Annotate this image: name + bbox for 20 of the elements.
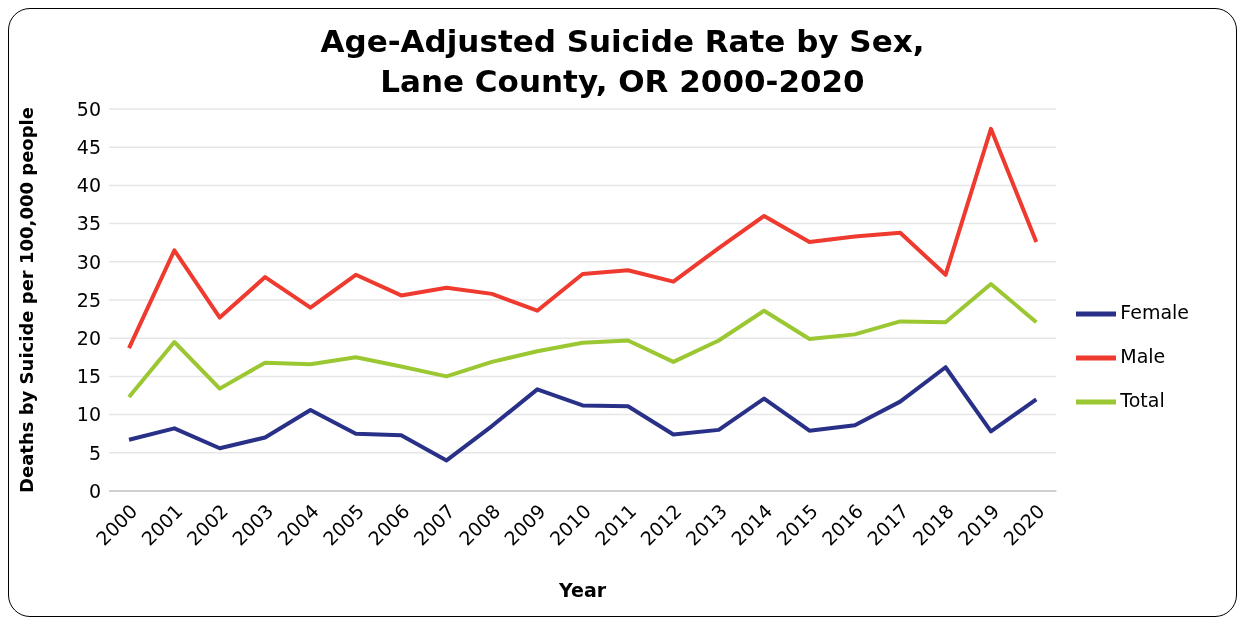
y-tick-label: 10 (76, 403, 101, 426)
legend-label: Total (1120, 389, 1165, 411)
y-tick-label: 20 (76, 326, 101, 349)
line-series (127, 126, 1039, 351)
x-axis-title: Year (558, 579, 607, 601)
y-tick-label: 35 (76, 212, 101, 235)
y-tick-label: 5 (88, 441, 101, 464)
y-tick-label: 0 (88, 479, 101, 502)
legend-label: Female (1120, 301, 1189, 323)
y-tick-label: 40 (76, 174, 101, 197)
y-tick-label: 50 (76, 97, 101, 120)
y-tick-label: 45 (76, 135, 101, 158)
y-tick-label: 30 (76, 250, 101, 273)
chart-title: Age-Adjusted Suicide Rate by Sex, Lane County, OR 2000-2020 (319, 22, 926, 99)
line-series (127, 281, 1039, 400)
y-tick-label: 15 (76, 365, 101, 388)
y-axis-title: Deaths by Suicide per 100,000 people (16, 107, 38, 493)
line-series (127, 365, 1039, 463)
y-tick-label: 25 (76, 288, 101, 311)
legend-label: Male (1120, 345, 1166, 367)
